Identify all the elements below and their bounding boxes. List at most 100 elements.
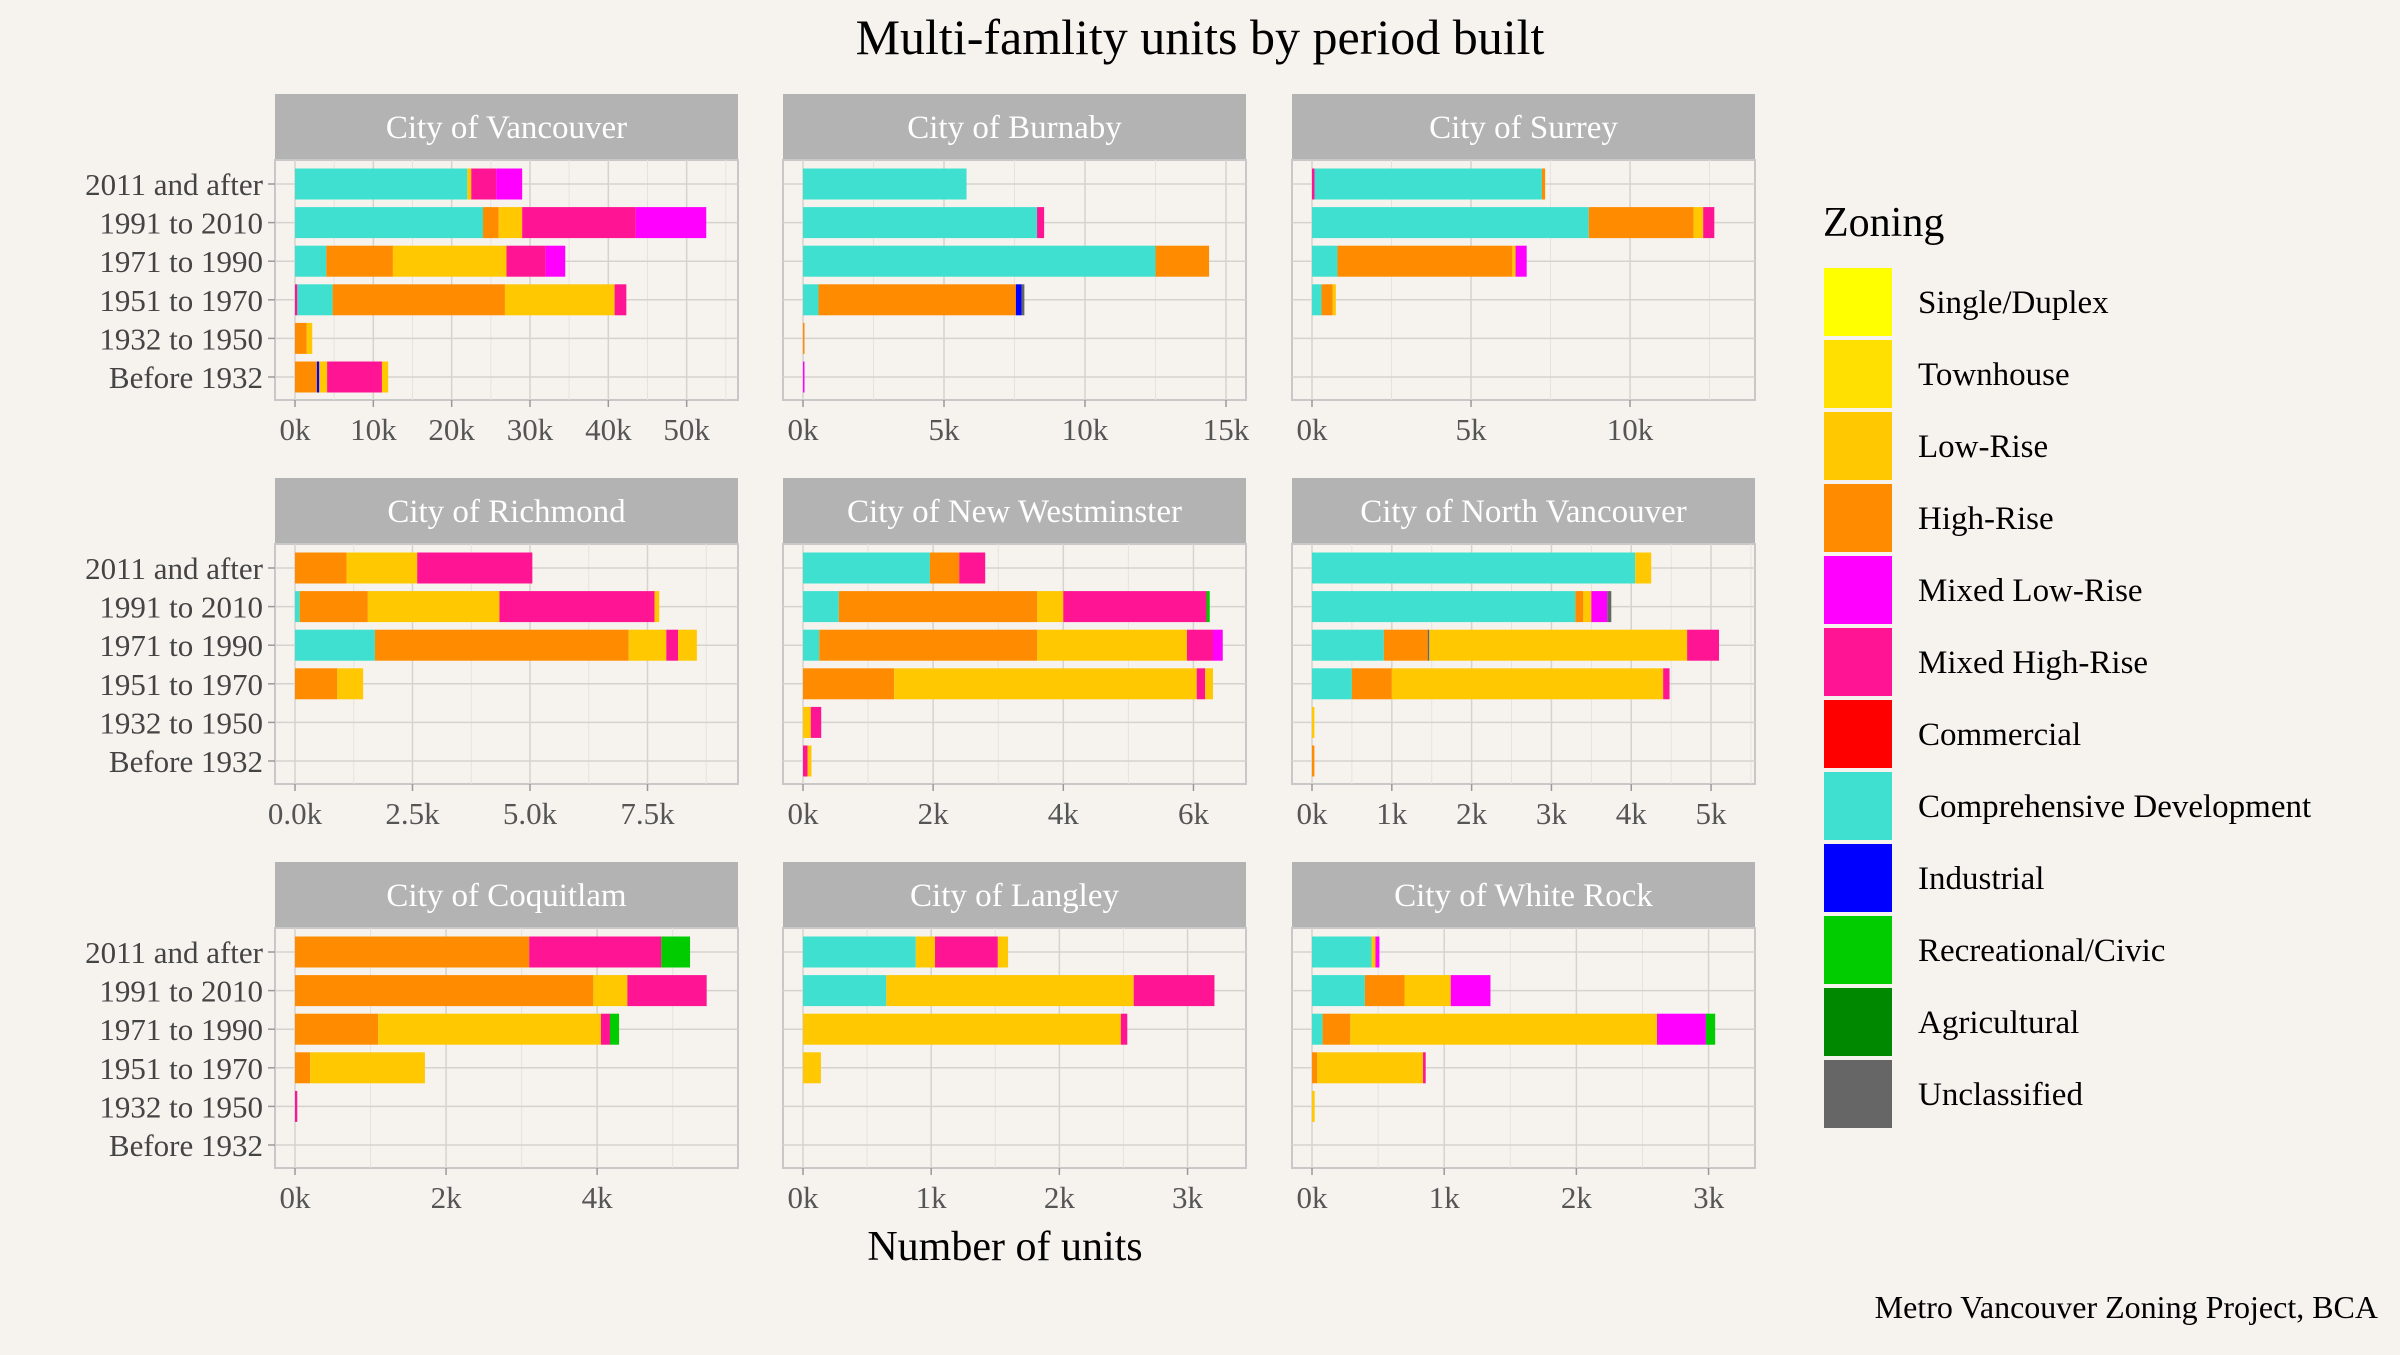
panel-border xyxy=(782,927,1247,1169)
facet-strip xyxy=(1292,862,1755,928)
x-tick-label: 3k xyxy=(1536,796,1568,831)
bar-segment xyxy=(810,706,822,738)
bar-segment xyxy=(1322,1013,1351,1045)
y-tick-label: 1991 to 2010 xyxy=(99,590,263,625)
bar-segment xyxy=(306,322,313,354)
y-tick-label: 2011 and after xyxy=(85,167,264,202)
bar-segment xyxy=(310,1052,425,1084)
bar-segment xyxy=(1512,245,1516,277)
legend-title: Zoning xyxy=(1823,200,1944,246)
facet-panel: City of Langley 0k 1k 2k 3k xyxy=(782,862,1247,1215)
y-tick-label: 1932 to 1950 xyxy=(99,321,263,356)
bar-segment xyxy=(894,668,1197,700)
x-tick-label: 1k xyxy=(1429,1180,1461,1215)
bar-segment xyxy=(803,552,930,584)
bar-segment xyxy=(467,168,472,200)
y-tick-label: Before 1932 xyxy=(109,360,263,395)
bar-segment xyxy=(1337,245,1513,277)
bar-segment xyxy=(326,245,393,277)
x-tick-label: 1k xyxy=(916,1180,948,1215)
facet-panel: City of Vancouver 0k 10k 20k 30k 40k 50k 2011 a… xyxy=(85,94,739,447)
bar-segment xyxy=(1663,668,1670,700)
bar-segment xyxy=(316,361,320,393)
x-tick-label: 3k xyxy=(1172,1180,1204,1215)
bar-segment xyxy=(628,629,667,661)
bar-segment xyxy=(1312,245,1338,277)
bar-segment xyxy=(1206,591,1210,623)
x-tick-label: 5k xyxy=(1696,796,1728,831)
x-tick-label: 0k xyxy=(280,412,312,447)
x-tick-label: 2k xyxy=(1044,1180,1076,1215)
x-axis-label: Number of units xyxy=(867,1224,1142,1270)
x-tick-label: 2k xyxy=(1456,796,1488,831)
x-tick-label: 20k xyxy=(428,412,475,447)
x-tick-label: 4k xyxy=(1048,796,1080,831)
legend-label: Townhouse xyxy=(1918,357,2070,393)
bar-segment xyxy=(295,322,307,354)
x-tick-label: 0k xyxy=(788,796,820,831)
bar-segment xyxy=(838,591,1038,623)
bar-segment xyxy=(1364,975,1405,1007)
x-tick-label: 15k xyxy=(1203,412,1250,447)
bar-segment xyxy=(522,207,636,239)
legend-label: Unclassified xyxy=(1918,1077,2083,1113)
x-tick-label: 0k xyxy=(788,412,820,447)
bar-segment xyxy=(1312,936,1372,968)
legend-label: Commercial xyxy=(1918,717,2081,753)
bar-segment xyxy=(819,629,1038,661)
bar-segment xyxy=(1021,284,1025,316)
facet-panel: City of New Westminster 0k 2k 4k 6k xyxy=(782,478,1247,831)
bar-segment xyxy=(803,207,1038,239)
y-tick-label: Before 1932 xyxy=(109,744,263,779)
bar-segment xyxy=(1312,629,1384,661)
legend-key xyxy=(1824,844,1892,912)
x-tick-label: 10k xyxy=(350,412,397,447)
legend-key xyxy=(1824,556,1892,624)
bar-segment xyxy=(614,284,627,316)
bar-segment xyxy=(295,168,468,200)
legend-label: Industrial xyxy=(1918,861,2044,897)
bar-segment xyxy=(666,629,679,661)
y-tick-label: Before 1932 xyxy=(109,1128,263,1163)
bar-segment xyxy=(1657,1013,1706,1045)
bar-segment xyxy=(1591,591,1608,623)
bar-segment xyxy=(803,245,1156,277)
x-tick-label: 6k xyxy=(1178,796,1210,831)
bar-segment xyxy=(1312,207,1589,239)
bar-segment xyxy=(1607,591,1612,623)
bar-segment xyxy=(1312,168,1315,200)
facet-panel: City of Richmond 0.0k 2.5k 5.0k 7.5k 2011 and… xyxy=(85,478,739,831)
bar-segment xyxy=(471,168,497,200)
bar-segment xyxy=(297,284,333,316)
bar-segment xyxy=(803,668,895,700)
bar-segment xyxy=(1391,668,1664,700)
x-tick-label: 1k xyxy=(1376,796,1408,831)
legend-key xyxy=(1824,268,1892,336)
bar-segment xyxy=(319,361,328,393)
bar-segment xyxy=(496,168,523,200)
bar-segment xyxy=(498,207,523,239)
facet-strip-label: City of North Vancouver xyxy=(1360,494,1687,530)
bar-segment xyxy=(417,552,533,584)
y-tick-label: 1991 to 2010 xyxy=(99,974,263,1009)
y-tick-label: 1971 to 1990 xyxy=(99,1012,263,1047)
bar-segment xyxy=(499,591,655,623)
bar-segment xyxy=(295,1013,379,1045)
bar-segment xyxy=(803,936,916,968)
bar-segment xyxy=(915,936,936,968)
bar-segment xyxy=(1120,1013,1128,1045)
y-tick-label: 1951 to 1970 xyxy=(99,667,263,702)
legend-key xyxy=(1824,1060,1892,1128)
bar-segment xyxy=(1450,975,1491,1007)
bar-segment xyxy=(1375,936,1380,968)
facet-strip xyxy=(783,862,1246,928)
x-tick-label: 2k xyxy=(918,796,950,831)
y-tick-label: 1951 to 1970 xyxy=(99,1051,263,1086)
bar-segment xyxy=(1312,1013,1323,1045)
bar-segment xyxy=(504,284,615,316)
bar-segment xyxy=(332,284,505,316)
legend-label: Low-Rise xyxy=(1918,429,2048,465)
facet-strip xyxy=(1292,478,1755,544)
legend-key xyxy=(1824,340,1892,408)
